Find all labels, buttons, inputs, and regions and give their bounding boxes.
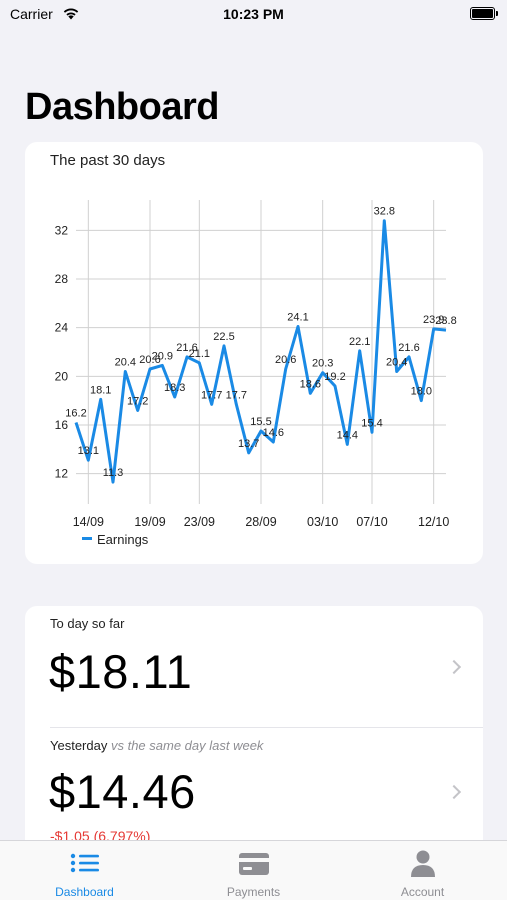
data-label: 15.4 — [361, 417, 382, 429]
yesterday-chevron-icon[interactable] — [446, 784, 462, 800]
data-label: 18.1 — [90, 384, 111, 396]
data-label: 22.1 — [349, 336, 370, 348]
data-label: 21.6 — [398, 342, 419, 354]
data-label: 17.7 — [201, 389, 222, 401]
status-bar: Carrier 10:23 PM — [0, 0, 507, 30]
data-label: 17.7 — [226, 389, 247, 401]
person-icon — [411, 850, 435, 877]
x-tick-label: 28/09 — [245, 515, 276, 529]
legend-label: Earnings — [97, 532, 149, 547]
page-title: Dashboard — [25, 86, 219, 128]
y-tick-label: 16 — [55, 418, 69, 432]
x-tick-label: 07/10 — [356, 515, 387, 529]
data-label: 11.3 — [103, 467, 124, 479]
data-label: 13.1 — [78, 445, 99, 457]
y-tick-label: 20 — [55, 369, 69, 383]
yesterday-comparison-text: vs the same day last week — [110, 738, 264, 753]
data-label: 20.4 — [386, 356, 407, 368]
data-label: 23.8 — [435, 315, 456, 327]
data-label: 21.1 — [189, 348, 210, 360]
data-label: 16.2 — [65, 408, 86, 420]
data-label: 18.0 — [411, 386, 432, 398]
battery-icon — [470, 7, 498, 20]
x-tick-label: 03/10 — [307, 515, 338, 529]
today-value: $18.11 — [49, 645, 193, 698]
earnings-line-chart: 12 16 20 24 28 32 14/09 19/09 23/09 28/09 03/10 07/… — [55, 200, 457, 547]
data-label: 22.5 — [213, 331, 234, 343]
divider — [50, 727, 483, 728]
data-label: 24.1 — [287, 311, 308, 323]
wifi-icon — [63, 8, 79, 20]
x-tick-label: 19/09 — [134, 515, 165, 529]
data-label: 32.8 — [374, 206, 395, 218]
earnings-chart-card[interactable]: The past 30 days 12 16 20 24 28 32 14/09 19/09 2… — [25, 142, 483, 564]
tab-account[interactable]: Account — [338, 841, 507, 900]
tab-bar: Dashboard Payments Account — [0, 840, 507, 900]
y-tick-label: 28 — [55, 272, 69, 286]
today-chevron-icon[interactable] — [446, 659, 462, 675]
tab-dashboard[interactable]: Dashboard — [0, 841, 169, 900]
y-tick-label: 12 — [55, 467, 69, 481]
data-label: 20.9 — [152, 350, 173, 362]
legend-swatch — [82, 537, 92, 540]
x-tick-label: 23/09 — [184, 515, 215, 529]
data-label: 14.4 — [337, 429, 358, 441]
data-label: 20.6 — [275, 354, 296, 366]
data-label: 15.5 — [250, 416, 271, 428]
earnings-series-line — [74, 219, 447, 484]
data-label: 17.2 — [127, 395, 148, 407]
chart-caption: The past 30 days — [50, 152, 166, 169]
data-label: 19.2 — [324, 371, 345, 383]
yesterday-label: Yesterday vs the same day last week — [50, 738, 263, 753]
carrier-label: Carrier — [10, 6, 53, 22]
data-label: 18.3 — [164, 382, 185, 394]
y-tick-label: 24 — [55, 321, 69, 335]
y-tick-label: 32 — [55, 223, 69, 237]
data-label: 14.6 — [263, 427, 284, 439]
credit-card-icon — [239, 853, 269, 875]
tab-label-account: Account — [400, 885, 445, 899]
data-label: 23.9 — [423, 314, 444, 326]
data-label: 20.3 — [312, 358, 333, 370]
tab-label-payments: Payments — [226, 885, 281, 899]
data-label: 13.7 — [238, 438, 259, 450]
today-label: To day so far — [50, 616, 125, 631]
x-tick-label: 12/10 — [418, 515, 449, 529]
data-label: 21.6 — [176, 342, 197, 354]
data-label: 20.4 — [115, 356, 136, 368]
list-icon — [70, 853, 99, 873]
yesterday-label-text: Yesterday — [50, 738, 108, 753]
tab-label-dashboard: Dashboard — [55, 885, 114, 899]
data-label: 18.6 — [300, 378, 321, 390]
tab-payments[interactable]: Payments — [169, 841, 338, 900]
status-time: 10:23 PM — [223, 6, 284, 22]
yesterday-value: $14.46 — [49, 765, 196, 818]
data-label: 20.6 — [139, 354, 160, 366]
x-tick-label: 14/09 — [73, 515, 104, 529]
